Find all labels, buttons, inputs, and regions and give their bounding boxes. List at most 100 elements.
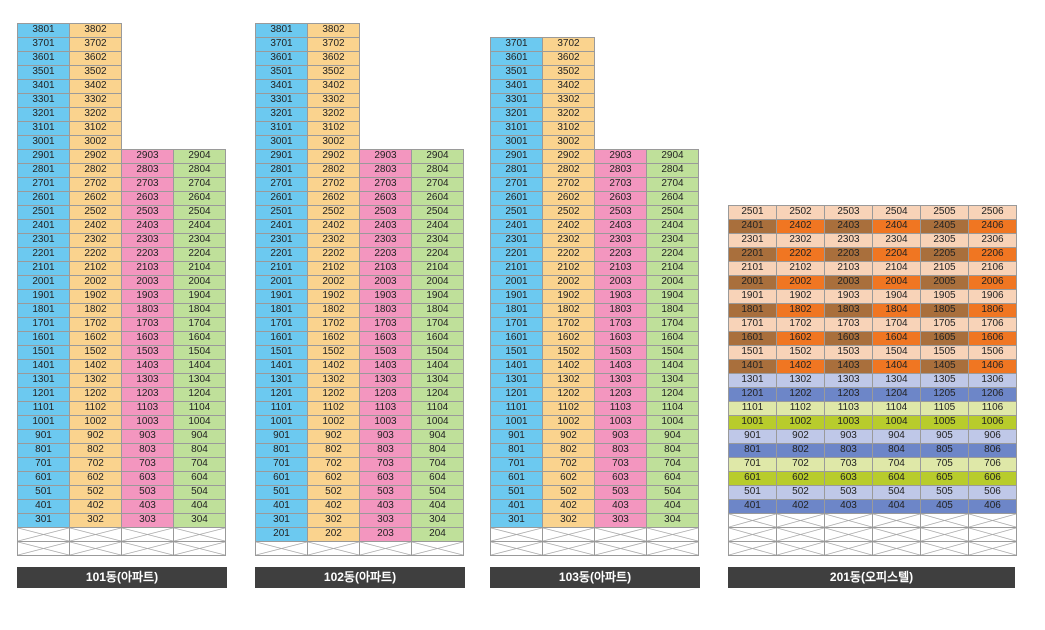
unit-201-1502: 1502 bbox=[776, 345, 825, 360]
unit-103-501: 501 bbox=[490, 485, 543, 500]
unit-101-1402: 1402 bbox=[69, 359, 122, 374]
unit-103-1503: 1503 bbox=[594, 345, 647, 360]
unit-201-1805: 1805 bbox=[920, 303, 969, 318]
unit-101-1001: 1001 bbox=[17, 415, 70, 430]
pilotis-cell bbox=[728, 541, 777, 556]
pilotis-cell bbox=[17, 541, 70, 556]
unit-201-2302: 2302 bbox=[776, 233, 825, 248]
unit-102-3802: 3802 bbox=[307, 23, 360, 38]
unit-101-3301: 3301 bbox=[17, 93, 70, 108]
unit-201-1205: 1205 bbox=[920, 387, 969, 402]
unit-102-2004: 2004 bbox=[411, 275, 464, 290]
unit-103-2802: 2802 bbox=[542, 163, 595, 178]
unit-103-2403: 2403 bbox=[594, 219, 647, 234]
unit-102-901: 901 bbox=[255, 429, 308, 444]
unit-103-803: 803 bbox=[594, 443, 647, 458]
unit-102-202: 202 bbox=[307, 527, 360, 542]
unit-201-1403: 1403 bbox=[824, 359, 873, 374]
unit-101-1503: 1503 bbox=[121, 345, 174, 360]
unit-201-1903: 1903 bbox=[824, 289, 873, 304]
unit-101-803: 803 bbox=[121, 443, 174, 458]
unit-101-2602: 2602 bbox=[69, 191, 122, 206]
unit-102-1802: 1802 bbox=[307, 303, 360, 318]
unit-201-501: 501 bbox=[728, 485, 777, 500]
unit-102-3701: 3701 bbox=[255, 37, 308, 52]
unit-201-2006: 2006 bbox=[968, 275, 1017, 290]
unit-101-1904: 1904 bbox=[173, 289, 226, 304]
unit-103-1704: 1704 bbox=[646, 317, 699, 332]
unit-101-2004: 2004 bbox=[173, 275, 226, 290]
unit-201-2103: 2103 bbox=[824, 261, 873, 276]
unit-201-2205: 2205 bbox=[920, 247, 969, 262]
unit-201-2003: 2003 bbox=[824, 275, 873, 290]
unit-201-1806: 1806 bbox=[968, 303, 1017, 318]
unit-103-903: 903 bbox=[594, 429, 647, 444]
unit-201-1405: 1405 bbox=[920, 359, 969, 374]
unit-102-803: 803 bbox=[359, 443, 412, 458]
unit-201-2001: 2001 bbox=[728, 275, 777, 290]
unit-201-1101: 1101 bbox=[728, 401, 777, 416]
unit-102-1303: 1303 bbox=[359, 373, 412, 388]
unit-102-3601: 3601 bbox=[255, 51, 308, 66]
unit-201-1603: 1603 bbox=[824, 331, 873, 346]
unit-103-2902: 2902 bbox=[542, 149, 595, 164]
unit-201-1004: 1004 bbox=[872, 415, 921, 430]
unit-101-603: 603 bbox=[121, 471, 174, 486]
unit-102-3401: 3401 bbox=[255, 79, 308, 94]
unit-102-3302: 3302 bbox=[307, 93, 360, 108]
unit-201-2505: 2505 bbox=[920, 205, 969, 220]
unit-201-504: 504 bbox=[872, 485, 921, 500]
unit-201-2104: 2104 bbox=[872, 261, 921, 276]
unit-201-602: 602 bbox=[776, 471, 825, 486]
unit-102-1301: 1301 bbox=[255, 373, 308, 388]
pilotis-cell bbox=[594, 541, 647, 556]
unit-103-602: 602 bbox=[542, 471, 595, 486]
unit-102-1603: 1603 bbox=[359, 331, 412, 346]
unit-103-702: 702 bbox=[542, 457, 595, 472]
unit-201-1106: 1106 bbox=[968, 401, 1017, 416]
unit-201-1006: 1006 bbox=[968, 415, 1017, 430]
unit-102-2703: 2703 bbox=[359, 177, 412, 192]
unit-101-901: 901 bbox=[17, 429, 70, 444]
unit-102-2504: 2504 bbox=[411, 205, 464, 220]
unit-101-2704: 2704 bbox=[173, 177, 226, 192]
unit-103-2503: 2503 bbox=[594, 205, 647, 220]
unit-103-2104: 2104 bbox=[646, 261, 699, 276]
pilotis-cell bbox=[17, 527, 70, 542]
unit-101-2301: 2301 bbox=[17, 233, 70, 248]
unit-103-1404: 1404 bbox=[646, 359, 699, 374]
unit-101-1304: 1304 bbox=[173, 373, 226, 388]
unit-101-504: 504 bbox=[173, 485, 226, 500]
unit-101-3801: 3801 bbox=[17, 23, 70, 38]
unit-103-1601: 1601 bbox=[490, 331, 543, 346]
unit-103-902: 902 bbox=[542, 429, 595, 444]
unit-103-1402: 1402 bbox=[542, 359, 595, 374]
unit-101-2601: 2601 bbox=[17, 191, 70, 206]
unit-101-1103: 1103 bbox=[121, 401, 174, 416]
pilotis-cell bbox=[121, 527, 174, 542]
unit-201-1801: 1801 bbox=[728, 303, 777, 318]
unit-101-3602: 3602 bbox=[69, 51, 122, 66]
unit-201-1901: 1901 bbox=[728, 289, 777, 304]
unit-102-301: 301 bbox=[255, 513, 308, 528]
unit-103-404: 404 bbox=[646, 499, 699, 514]
pilotis-cell bbox=[307, 541, 360, 556]
pilotis-cell bbox=[776, 527, 825, 542]
unit-101-904: 904 bbox=[173, 429, 226, 444]
unit-103-2502: 2502 bbox=[542, 205, 595, 220]
unit-201-803: 803 bbox=[824, 443, 873, 458]
unit-201-2402: 2402 bbox=[776, 219, 825, 234]
unit-201-1105: 1105 bbox=[920, 401, 969, 416]
unit-101-2204: 2204 bbox=[173, 247, 226, 262]
unit-103-1703: 1703 bbox=[594, 317, 647, 332]
unit-101-2302: 2302 bbox=[69, 233, 122, 248]
unit-201-804: 804 bbox=[872, 443, 921, 458]
unit-101-1501: 1501 bbox=[17, 345, 70, 360]
unit-102-3202: 3202 bbox=[307, 107, 360, 122]
unit-201-1504: 1504 bbox=[872, 345, 921, 360]
unit-102-2803: 2803 bbox=[359, 163, 412, 178]
unit-103-1501: 1501 bbox=[490, 345, 543, 360]
unit-201-1001: 1001 bbox=[728, 415, 777, 430]
unit-201-601: 601 bbox=[728, 471, 777, 486]
unit-102-1904: 1904 bbox=[411, 289, 464, 304]
